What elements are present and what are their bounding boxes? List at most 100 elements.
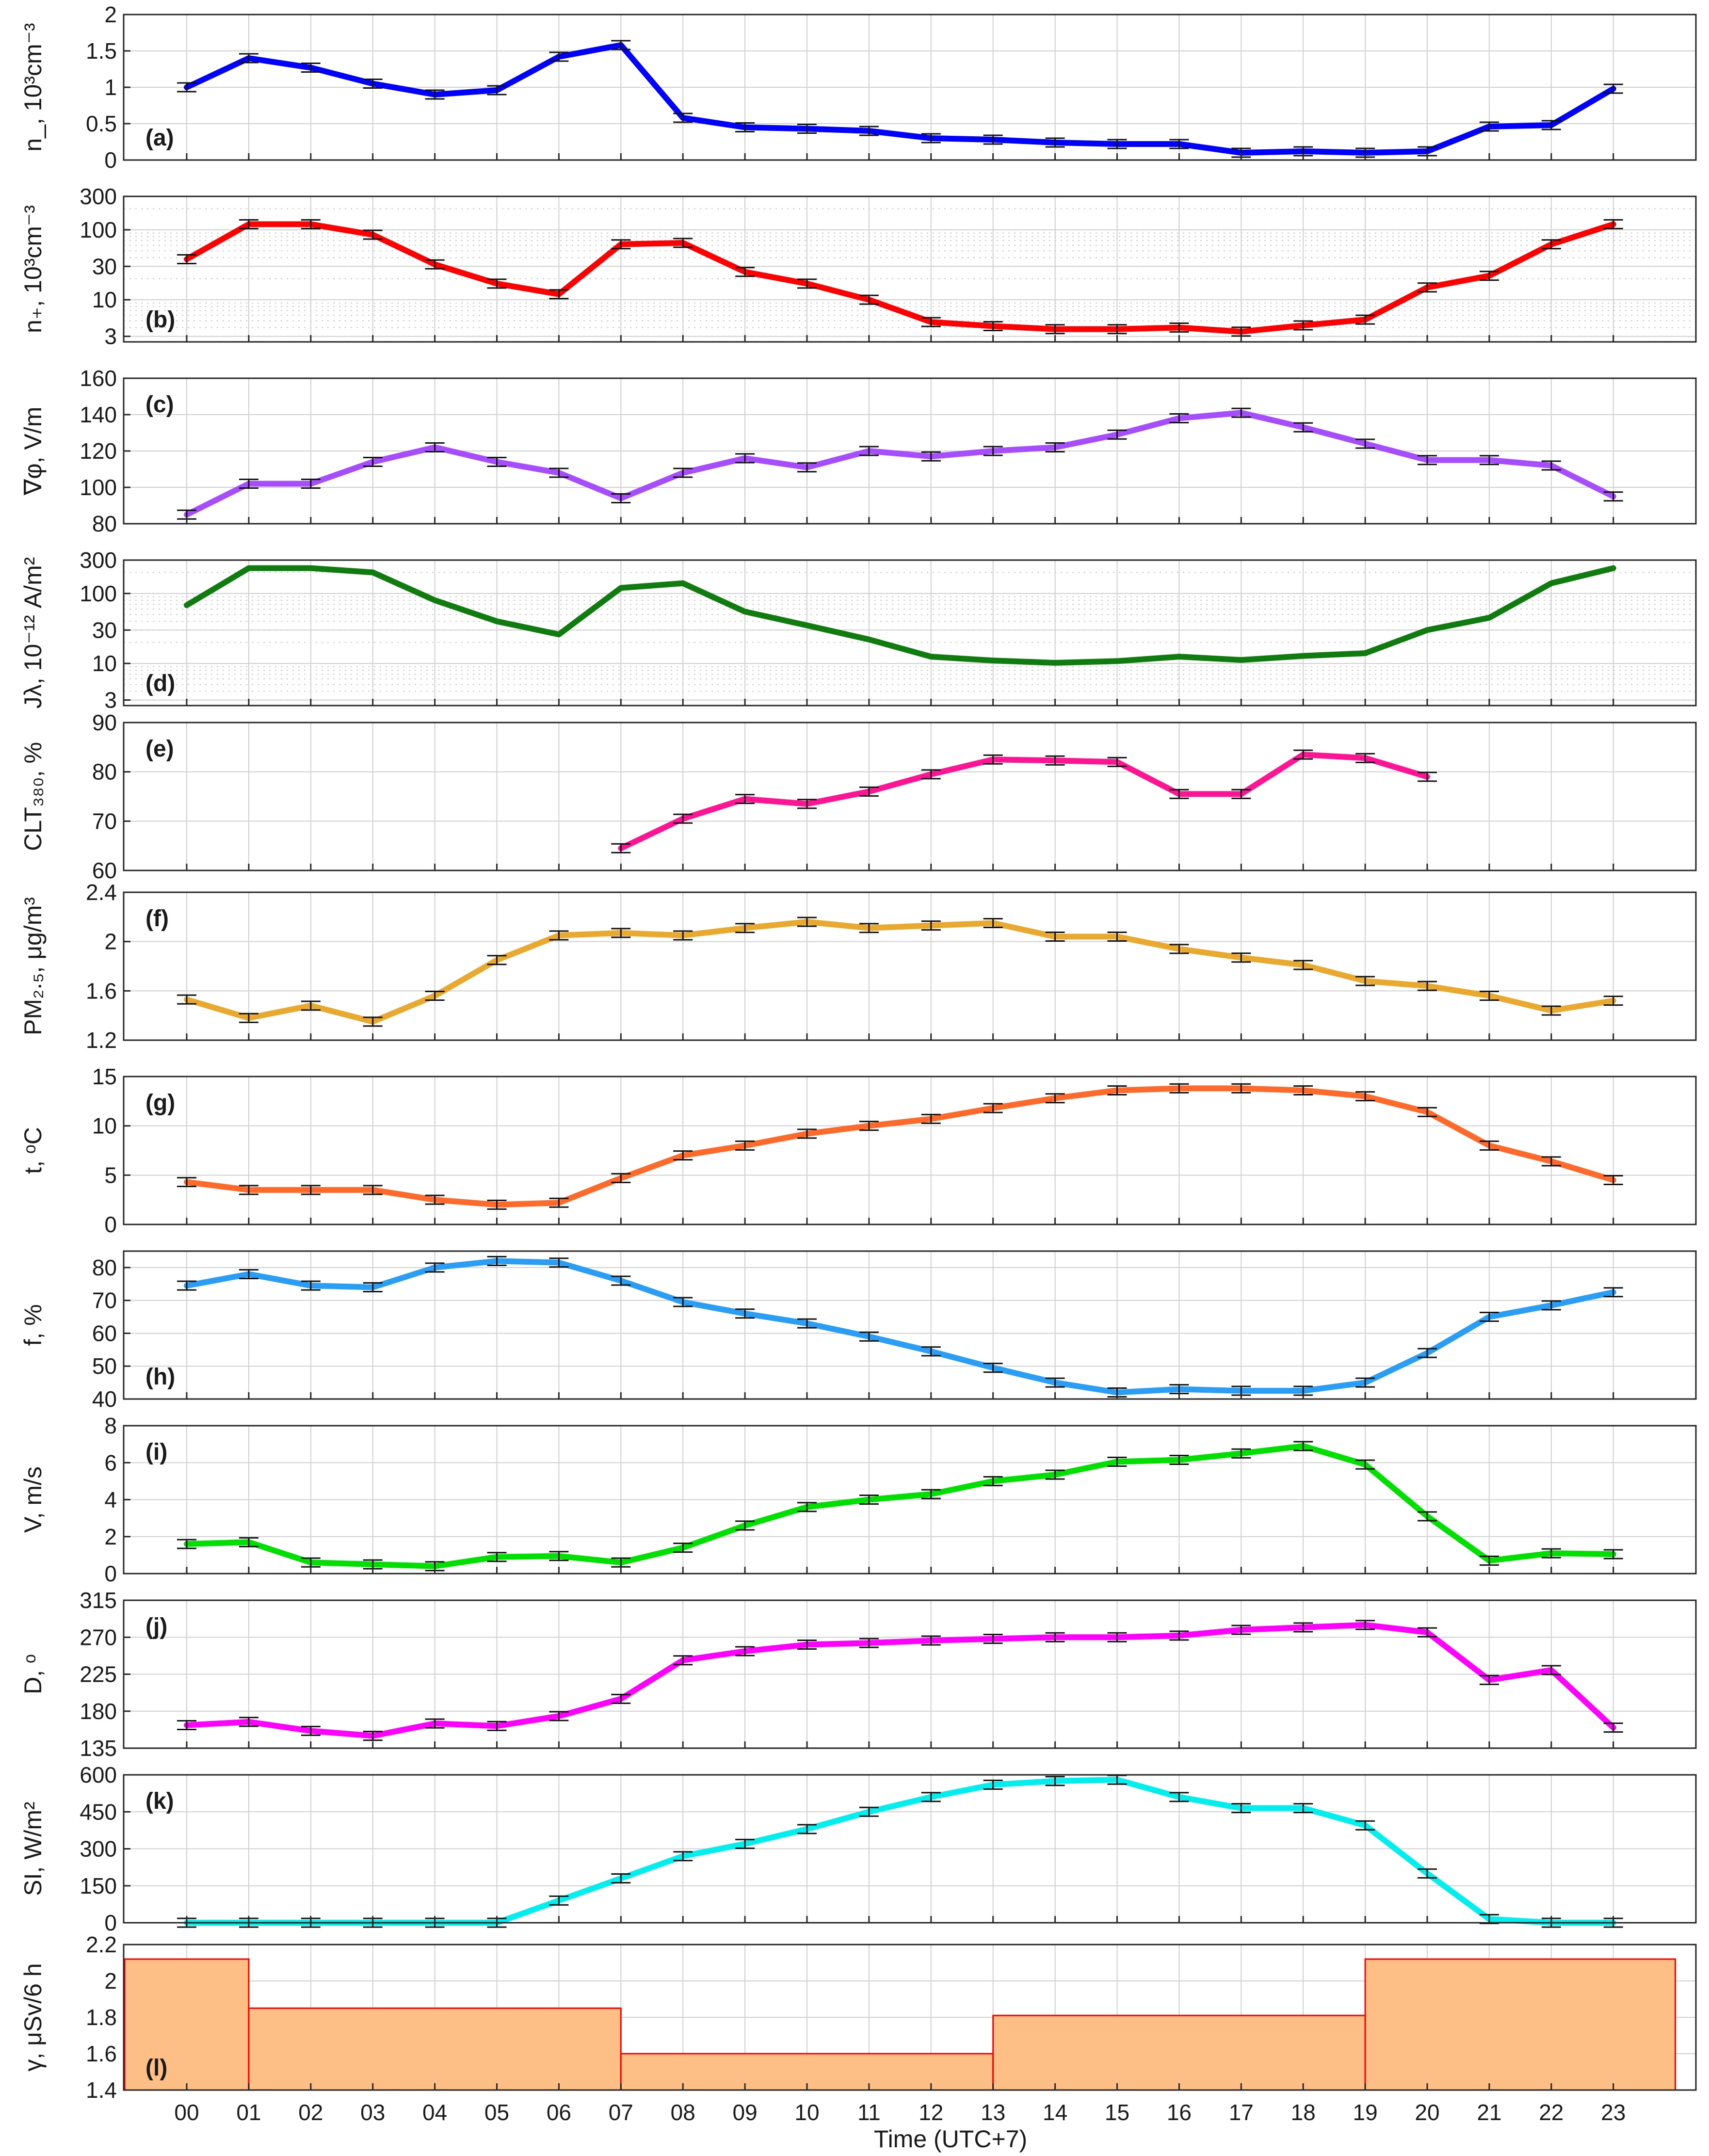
error-bar [1603, 1549, 1623, 1560]
y-tick-label: 300 [80, 1836, 117, 1862]
y-axis-label: n₊, 10³cm⁻³ [19, 205, 47, 333]
series-line [184, 221, 1616, 335]
y-tick-label: 1.4 [86, 2077, 117, 2103]
error-bar [797, 1128, 817, 1139]
error-bar [735, 453, 755, 464]
error-bar [1355, 1459, 1375, 1470]
error-bar [487, 955, 507, 965]
y-tick-label: 120 [80, 438, 117, 464]
error-bar [673, 1297, 693, 1307]
y-tick-label: 140 [80, 402, 117, 427]
y-axis-label: γ, μSv/6 h [19, 1963, 47, 2071]
error-bar [1355, 753, 1375, 763]
error-bar [859, 126, 879, 136]
error-bar [1418, 1511, 1437, 1522]
error-bar [487, 1552, 507, 1562]
error-bar [487, 1721, 507, 1731]
error-bar [239, 479, 258, 489]
error-bar [1418, 282, 1437, 293]
error-bar [1418, 455, 1437, 466]
y-tick-label: 10 [92, 287, 117, 312]
error-bar [301, 63, 321, 73]
y-tick-label: 10 [92, 651, 117, 676]
error-bar [487, 85, 507, 96]
x-tick-label: 21 [1477, 2100, 1501, 2125]
error-bar [1541, 1548, 1561, 1559]
error-bar [921, 1346, 941, 1357]
y-tick-label: 100 [80, 217, 117, 242]
error-bar [301, 1280, 321, 1291]
error-bar [1418, 1107, 1437, 1117]
error-bar [549, 289, 569, 300]
error-bar [177, 994, 196, 1005]
y-tick-label: 600 [80, 1762, 117, 1787]
y-tick-label: 2.4 [86, 880, 117, 905]
y-axis-label: Jλ, 10⁻¹² A/m² [19, 557, 47, 709]
y-tick-label: 1.2 [86, 1028, 117, 1053]
plot-frame [123, 1944, 1697, 2091]
panel-tag: (i) [145, 1439, 167, 1465]
error-bar [1479, 455, 1499, 466]
error-bar [363, 229, 383, 240]
error-bar [1541, 1005, 1561, 1016]
error-bar [611, 928, 631, 938]
error-bar [1603, 996, 1623, 1006]
y-tick-label: 2 [104, 2, 117, 27]
error-bar [549, 1895, 569, 1906]
bar [248, 2007, 622, 2091]
error-bar [1169, 1630, 1189, 1641]
panel-tag: (e) [145, 736, 174, 762]
y-tick-label: 30 [92, 617, 117, 643]
error-bar [611, 1173, 631, 1183]
y-axis-label: n_, 10³cm⁻³ [19, 23, 47, 151]
error-bar [1107, 1085, 1127, 1095]
x-tick-label: 06 [547, 2100, 571, 2125]
y-tick-label: 0 [104, 1212, 117, 1237]
panel-tag: (f) [145, 906, 169, 932]
error-bar [301, 1725, 321, 1736]
error-bar [425, 1718, 445, 1729]
error-bar [797, 124, 817, 134]
panel-k: 0 150 300 450 600 (k) SI, W/m² [19, 1762, 1697, 1935]
error-bar [983, 1634, 1003, 1644]
error-bar [1169, 322, 1189, 333]
x-tick-label: 23 [1601, 2100, 1626, 2125]
y-tick-label: 3 [104, 324, 117, 349]
error-bar [1045, 137, 1065, 148]
error-bar [1107, 139, 1127, 149]
y-tick-label: 8 [104, 1413, 117, 1438]
error-bar [921, 133, 941, 144]
y-tick-label: 40 [92, 1386, 117, 1412]
y-tick-label: 1.5 [86, 38, 117, 64]
panel-l: 1.4 1.6 1.8 2 2.2 (l) γ, μSv/6 h [19, 1932, 1697, 2103]
error-bar [673, 813, 693, 824]
error-bar [611, 40, 631, 50]
error-bar [239, 1269, 258, 1279]
y-tick-label: 80 [92, 1255, 117, 1280]
y-tick-label: 0 [104, 147, 117, 173]
error-bar [1479, 1674, 1499, 1685]
y-axis-label: CLT₃₈₀, % [19, 742, 47, 851]
error-bar [301, 219, 321, 229]
y-tick-label: 135 [80, 1736, 117, 1761]
error-bar [735, 122, 755, 132]
error-bar [301, 479, 321, 489]
y-tick-label: 80 [92, 759, 117, 785]
error-bar [1169, 944, 1189, 954]
y-tick-label: 0.5 [86, 111, 117, 136]
x-tick-label: 11 [857, 2100, 881, 2125]
y-tick-label: 1.6 [86, 2041, 117, 2066]
error-bar [1355, 1820, 1375, 1831]
error-bar [921, 451, 941, 462]
error-bar [1541, 1665, 1561, 1675]
plot-frame [123, 1425, 1697, 1575]
panel-c: 80 100 120 140 160 (c) ∇φ, V/m [19, 366, 1697, 536]
y-tick-label: 50 [92, 1353, 117, 1379]
error-bar [673, 467, 693, 478]
panel-tag: (a) [145, 125, 174, 151]
plot-frame [123, 891, 1697, 1041]
panel-tag: (g) [145, 1090, 175, 1116]
error-bar [673, 1150, 693, 1161]
error-bar [983, 1779, 1003, 1790]
